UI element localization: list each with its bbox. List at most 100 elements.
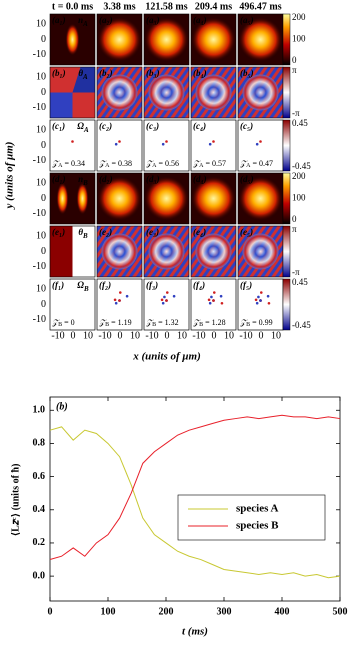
vorticity-image bbox=[190, 119, 237, 172]
colorbar-tick-label: 0 bbox=[292, 214, 297, 224]
vortex-dot bbox=[165, 291, 169, 294]
annotation-sub: B bbox=[58, 322, 62, 328]
panel-label: (f₃) bbox=[146, 280, 158, 290]
x-tick-label: -10 bbox=[98, 330, 111, 341]
quantity-label: ΩA bbox=[77, 121, 89, 134]
quantity-label-main: θ bbox=[78, 227, 83, 237]
panel-frame bbox=[143, 119, 190, 172]
annotation-value: = 0.34 bbox=[62, 159, 85, 168]
panel-label: (d₃) bbox=[146, 174, 160, 184]
quantity-label-sub: B bbox=[83, 285, 89, 293]
panel-label: (c₃) bbox=[146, 121, 159, 131]
vortex-dot bbox=[161, 142, 165, 146]
vortex-dot bbox=[254, 298, 258, 302]
chart-y-label: ⟨L𝑧ᶜ⟩ (units of ħ) bbox=[10, 464, 21, 537]
colorbar-tick-label: -0.45 bbox=[292, 161, 311, 171]
column-title: 3.38 ms bbox=[103, 1, 135, 12]
panel-label: (f₂) bbox=[99, 280, 111, 290]
y-tick-label: 0.4 bbox=[33, 504, 46, 515]
annotation: 𝒵B = 0 bbox=[51, 318, 75, 329]
vortex-dot bbox=[259, 299, 262, 302]
panel-label: (b₁) bbox=[52, 68, 66, 78]
colorbar-tick-label: 200 bbox=[292, 171, 306, 181]
condensate bbox=[191, 176, 236, 221]
x-tick-label: 0 bbox=[259, 330, 264, 341]
vorticity-image bbox=[96, 119, 143, 172]
vortex-dot bbox=[259, 291, 263, 294]
vortex-dot bbox=[267, 301, 271, 305]
quantity-label-main: n bbox=[78, 174, 83, 184]
panel-label: (c₁) bbox=[52, 121, 65, 131]
vortex-dot bbox=[266, 294, 270, 298]
annotation-value: = 1.19 bbox=[109, 318, 132, 327]
panel-label: (f₁) bbox=[52, 280, 64, 290]
x-tick-label: 10 bbox=[271, 330, 281, 341]
y-tick-label: -10 bbox=[33, 208, 46, 219]
panel-label: (e₁) bbox=[52, 227, 65, 237]
x-tick-label: -10 bbox=[145, 330, 158, 341]
plot-frame bbox=[49, 396, 341, 602]
condensate bbox=[56, 182, 69, 215]
panel-label: (c₄) bbox=[193, 121, 206, 131]
y-tick-label: 1.0 bbox=[33, 405, 46, 416]
panel-label: (a₅) bbox=[240, 15, 254, 25]
colorbar-tick-label: -π bbox=[292, 108, 300, 118]
annotation-symbol: 𝒵 bbox=[239, 318, 248, 327]
vorticity-image bbox=[237, 119, 284, 172]
x-tick-label: -10 bbox=[239, 330, 252, 341]
panel-frame bbox=[190, 119, 237, 172]
vortex-dot bbox=[118, 140, 121, 143]
colorbar bbox=[282, 13, 291, 66]
annotation-value: = 0.57 bbox=[203, 159, 226, 168]
colorbar-tick-label: π bbox=[292, 224, 297, 234]
quantity-label-main: Ω bbox=[77, 121, 84, 131]
y-tick-label: -10 bbox=[33, 102, 46, 113]
legend-label: species B bbox=[236, 520, 279, 532]
panel-frame bbox=[96, 225, 143, 278]
legend-box bbox=[177, 494, 326, 541]
colorbar-tick-label: 100 bbox=[292, 34, 306, 44]
annotation-symbol: 𝒵 bbox=[51, 159, 60, 168]
column-title: 496.47 ms bbox=[239, 1, 281, 12]
colorbar bbox=[282, 225, 291, 278]
phase-swirl bbox=[148, 74, 185, 111]
quantity-label-sub: A bbox=[82, 73, 88, 81]
panel-label: (e₅) bbox=[240, 227, 253, 237]
annotation-sub: B bbox=[246, 322, 250, 328]
y-tick-label: 10 bbox=[36, 177, 46, 188]
y-tick-label: -10 bbox=[33, 314, 46, 325]
annotation-symbol: 𝒵 bbox=[51, 318, 60, 327]
vortex-dot bbox=[220, 301, 224, 305]
annotation-sub: A bbox=[199, 163, 204, 169]
colorbar-tick-label: 0.45 bbox=[292, 277, 308, 287]
phase-swirl bbox=[195, 74, 232, 111]
panel-frame bbox=[96, 13, 143, 66]
annotation-value: = 0 bbox=[62, 318, 75, 327]
quantity-label-main: n bbox=[78, 15, 83, 25]
panel-frame bbox=[143, 13, 190, 66]
x-tick-label: 0 bbox=[71, 330, 76, 341]
panel-frame bbox=[143, 172, 190, 225]
panel-label: (d₄) bbox=[193, 174, 207, 184]
x-tick-label: 0 bbox=[212, 330, 217, 341]
x-tick-label: 10 bbox=[130, 330, 140, 341]
vortex-dot bbox=[118, 291, 122, 294]
panel-frame bbox=[190, 66, 237, 119]
y-tick-label: 10 bbox=[36, 230, 46, 241]
panel-frame bbox=[49, 225, 96, 278]
phase-swirl bbox=[242, 74, 279, 111]
y-tick-label: 0 bbox=[41, 34, 46, 45]
annotation: 𝒵A = 0.56 bbox=[145, 159, 179, 170]
y-tick-label: 0 bbox=[41, 193, 46, 204]
vortex-dot bbox=[212, 140, 215, 143]
panel-label: (e₄) bbox=[193, 227, 206, 237]
panel-frame bbox=[49, 13, 96, 66]
vortex-dot bbox=[212, 299, 215, 302]
x-tick-label: -10 bbox=[192, 330, 205, 341]
y-tick-label: 0.2 bbox=[33, 537, 46, 548]
vortex-dot bbox=[163, 295, 166, 299]
annotation-sub: B bbox=[105, 322, 109, 328]
panel-label: (b₅) bbox=[240, 68, 254, 78]
panel-frame bbox=[96, 278, 143, 331]
x-tick-label: 500 bbox=[333, 606, 348, 617]
